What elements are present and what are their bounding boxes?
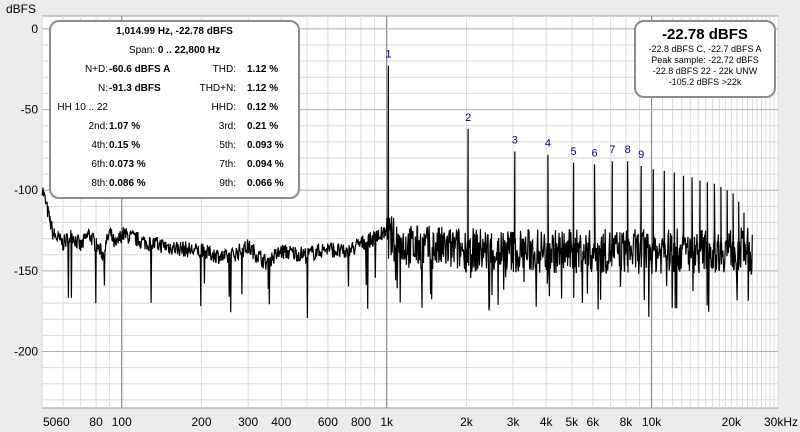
- harmonic-label: 9: [638, 149, 644, 161]
- y-tick-label: 0: [31, 22, 38, 36]
- stat-label: THD:: [212, 64, 236, 75]
- x-tick-label: 60: [56, 415, 70, 429]
- y-tick-label: -50: [21, 103, 39, 117]
- spectrum-trace: [41, 65, 753, 319]
- stat-label: 3rd:: [218, 121, 236, 132]
- stat-label: HHD:: [211, 102, 236, 113]
- x-tick-label: 100: [112, 415, 132, 429]
- y-axis-label: dBFS: [6, 2, 36, 16]
- stat-value: 1.07 %: [109, 121, 141, 132]
- x-tick-labels: 50 60 80 100 200 300 400 600 800 1k 2k 3k 4k 5k 6k 8k 10…: [43, 415, 798, 429]
- stat-value: 1.12 %: [247, 83, 279, 94]
- stat-value: 0.066 %: [247, 178, 284, 189]
- x-tick-label: 50: [43, 415, 57, 429]
- stat-label: 6th:: [91, 159, 108, 170]
- x-tick-label: 200: [191, 415, 211, 429]
- stats-row: 4th: 0.15 % 5th: 0.093 %: [51, 136, 298, 155]
- stat-value: 0.093 %: [247, 140, 284, 151]
- stats-rows: N+D: -60.6 dBFS A THD: 1.12 % N: -91.3 dBFS TH…: [51, 60, 298, 193]
- stat-label: N:: [98, 83, 108, 94]
- y-tick-label: -150: [14, 264, 38, 278]
- x-tick-label: 8k: [620, 415, 634, 429]
- harmonic-label: 7: [609, 144, 615, 156]
- cursor-readout: 1,014.99 Hz, -22.78 dBFS: [116, 26, 233, 37]
- stat-value: -60.6 dBFS A: [109, 64, 171, 75]
- x-tick-label: 3k: [507, 415, 521, 429]
- stat-value: 0.12 %: [247, 102, 279, 113]
- y-tick-label: -100: [14, 183, 38, 197]
- harmonic-label: 4: [545, 138, 551, 150]
- span-readout: Span: 0 .. 22,800 Hz: [128, 45, 221, 56]
- x-tick-label: 6k: [586, 415, 600, 429]
- x-tick-label: 600: [318, 415, 338, 429]
- stats-row: N+D: -60.6 dBFS A THD: 1.12 %: [51, 60, 298, 79]
- harmonic-label: 6: [591, 147, 597, 159]
- stats-row: N: -91.3 dBFS THD+N: 1.12 %: [51, 79, 298, 98]
- stat-label: 9th:: [219, 178, 236, 189]
- x-tick-label: 5k: [566, 415, 580, 429]
- stat-value: 0.073 %: [109, 159, 146, 170]
- unweighted-level: -22.8 dBFS 22 - 22k UNW: [652, 66, 758, 76]
- stat-value: 0.21 %: [247, 121, 279, 132]
- stat-value: 1.12 %: [247, 64, 279, 75]
- x-tick-label: 400: [271, 415, 291, 429]
- level-readout: -22.78 dBFS: [662, 26, 748, 43]
- stat-label: HH 10 .. 22: [57, 102, 108, 113]
- ultrasonic-level: -105.2 dBFS >22k: [668, 77, 742, 87]
- harmonic-labels: 1 2 3 4 5 6 7 8 9: [385, 49, 644, 161]
- x-tick-label: 2k: [460, 415, 474, 429]
- x-tick-label: 80: [89, 415, 103, 429]
- x-tick-label: 1k: [380, 415, 394, 429]
- stat-label: 2nd:: [88, 121, 108, 132]
- measurement-panel[interactable]: 1,014.99 Hz, -22.78 dBFS Span: 0 .. 22,8…: [49, 20, 300, 199]
- stat-label: 5th:: [219, 140, 236, 151]
- harmonic-label: 8: [625, 144, 631, 156]
- stat-value: 0.094 %: [247, 159, 284, 170]
- harmonic-label: 3: [512, 135, 518, 147]
- stat-value: 0.15 %: [109, 140, 141, 151]
- stats-row: HH 10 .. 22 HHD: 0.12 %: [51, 98, 298, 117]
- x-tick-label: 30kHz: [764, 415, 798, 429]
- x-tick-label: 20k: [722, 415, 742, 429]
- y-tick-label: -200: [14, 345, 38, 359]
- stat-label: N+D:: [84, 64, 108, 75]
- stat-label: 4th:: [91, 140, 108, 151]
- x-tick-label: 300: [238, 415, 258, 429]
- peak-sample: Peak sample: -22.72 dBFS: [651, 55, 759, 65]
- spectrum-line: [41, 65, 753, 319]
- stat-value: 0.086 %: [109, 178, 146, 189]
- harmonic-label: 2: [465, 112, 471, 124]
- harmonic-label: 1: [385, 49, 391, 61]
- stats-row: 6th: 0.073 % 7th: 0.094 %: [51, 155, 298, 174]
- stats-row: 8th: 0.086 % 9th: 0.066 %: [51, 174, 298, 193]
- x-tick-label: 800: [351, 415, 371, 429]
- stat-label: 7th:: [219, 159, 236, 170]
- stat-value: -91.3 dBFS: [109, 83, 161, 94]
- stat-label: 8th:: [91, 178, 108, 189]
- x-tick-label: 10k: [642, 415, 662, 429]
- y-tick-labels: 0 -50 -100 -150 -200: [14, 22, 38, 359]
- weighted-levels: -22.8 dBFS C, -22.7 dBFS A: [648, 44, 762, 54]
- stat-label: THD+N:: [199, 83, 236, 94]
- x-tick-label: 4k: [540, 415, 554, 429]
- harmonic-label: 5: [570, 146, 576, 158]
- stats-row: 2nd: 1.07 % 3rd: 0.21 %: [51, 117, 298, 136]
- level-summary-panel[interactable]: -22.78 dBFS -22.8 dBFS C, -22.7 dBFS A P…: [634, 20, 776, 98]
